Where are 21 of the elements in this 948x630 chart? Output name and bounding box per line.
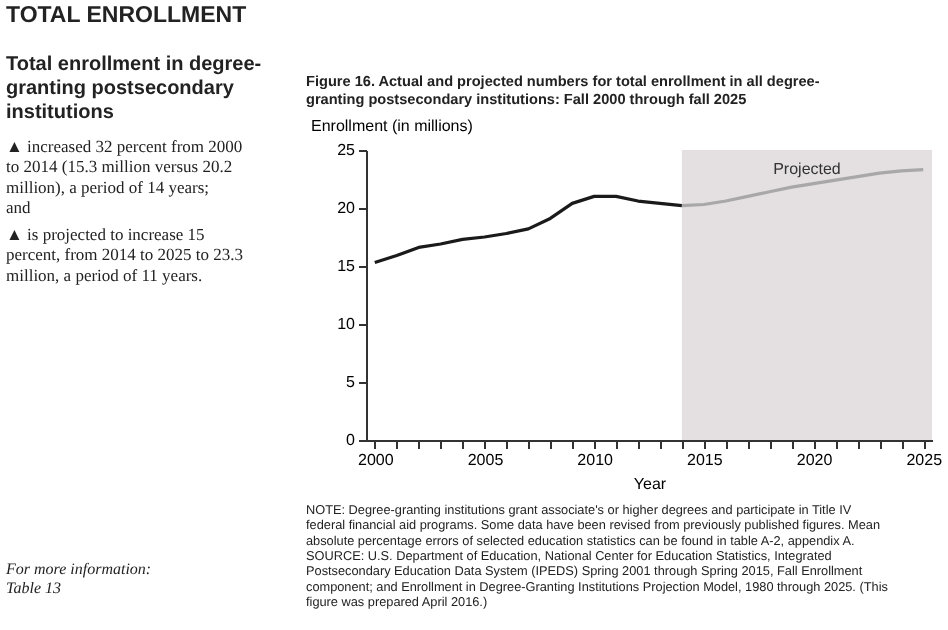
text: ▲ increased 32 percent from 2000 to 2014 (15.3 million versus 20.2 million), a period of 14 years; and (6, 136, 243, 218)
line-series (373, 194, 684, 265)
x-axis-title: Year (633, 475, 667, 493)
y-tick-label: 15 (337, 257, 357, 275)
x-tick-label: 2025 (906, 451, 944, 469)
y-tick-label: 5 (346, 373, 357, 391)
y-tick-label: 20 (337, 199, 357, 217)
x-tick-label: 2005 (467, 451, 505, 469)
x-tick-label: 2020 (796, 451, 834, 469)
text: TOTAL ENROLLMENT (6, 4, 247, 28)
y-tick-label: 0 (346, 431, 357, 449)
text: For more information: Table 13 (4, 560, 152, 598)
y-tick-label: 25 (337, 141, 357, 159)
x-tick-label: 2010 (577, 451, 615, 469)
text: ▲ is projected to increase 15 percent, from 2014 to 2025 to 23.3 million, a period of 11 years. (6, 224, 244, 285)
x-tick-label: 2000 (357, 451, 395, 469)
y-tick-label: 10 (337, 315, 357, 333)
x-tick-label: 2015 (687, 451, 724, 469)
y-axis-title: Enrollment (in millions) (311, 117, 474, 135)
text: Total enrollment in degree-granting postsecondary institutions (6, 54, 262, 124)
band-label: Projected (773, 160, 841, 178)
